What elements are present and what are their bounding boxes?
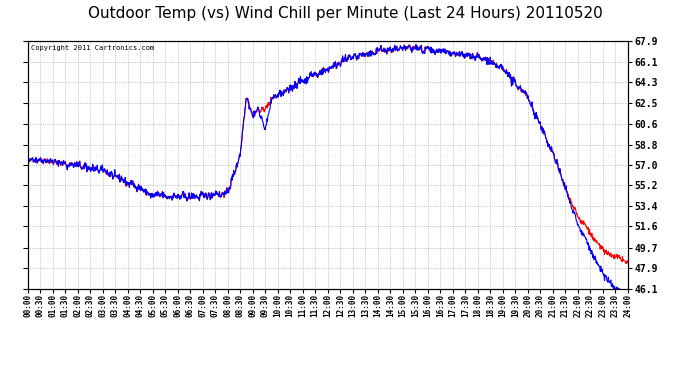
Text: Copyright 2011 Cartronics.com: Copyright 2011 Cartronics.com — [30, 45, 154, 51]
Text: Outdoor Temp (vs) Wind Chill per Minute (Last 24 Hours) 20110520: Outdoor Temp (vs) Wind Chill per Minute … — [88, 6, 602, 21]
